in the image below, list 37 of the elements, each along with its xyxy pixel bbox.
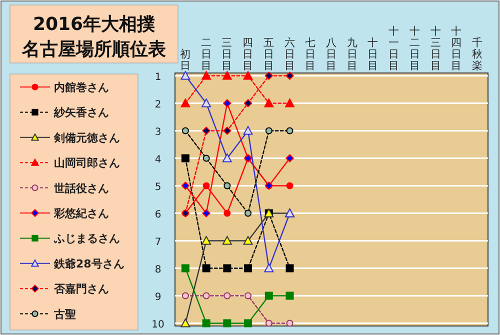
x-tick-label: 五日目 — [263, 37, 274, 72]
y-tick-label: 9 — [154, 292, 162, 303]
y-tick-label: 1 — [154, 72, 162, 83]
y-tick-label: 5 — [154, 182, 162, 193]
x-tick-label: 十四日目 — [451, 24, 462, 72]
x-tick-label: 十一日目 — [388, 24, 400, 72]
x-tick-label: 九日目 — [346, 36, 358, 72]
x-tick-label: 初日 — [180, 48, 191, 72]
y-tick-label: 8 — [154, 264, 162, 276]
chart-subtitle: 名古屋場所順位表 — [21, 39, 166, 60]
x-tick-label: 千秋楽 — [472, 36, 484, 72]
x-tick-label: 七日目 — [305, 36, 316, 72]
y-tick-label: 7 — [154, 236, 162, 248]
legend-label: 内館巻さん — [54, 81, 109, 94]
legend-label: 鉄爺28号さん — [53, 257, 124, 270]
legend-label: 否嘉門さん — [53, 282, 109, 296]
legend-label: 古聖 — [53, 308, 76, 321]
x-tick-label: 二日目 — [200, 37, 212, 72]
x-tick-label: 八日目 — [326, 37, 337, 72]
x-tick-label: 十日目 — [368, 36, 379, 72]
y-tick-label: 3 — [154, 126, 162, 138]
x-tick-label: 四日目 — [242, 37, 254, 72]
y-tick-label: 6 — [154, 209, 162, 220]
legend-label: 彩悠紀さん — [53, 207, 109, 220]
y-tick-label: 4 — [154, 154, 162, 166]
legend-label: 山岡司郎さん — [54, 156, 120, 170]
y-tick-label: 10 — [152, 319, 164, 330]
legend-label: 剣備元徳さん — [53, 131, 120, 144]
legend-label: 世話役さん — [53, 182, 109, 195]
legend-label: 紗矢香さん — [53, 106, 109, 120]
x-tick-label: 十三日目 — [430, 24, 442, 72]
x-tick-label: 六日目 — [284, 36, 296, 72]
y-tick-label: 2 — [154, 99, 162, 110]
x-tick-label: 三日目 — [222, 37, 233, 72]
chart-title: 2016年大相撲 — [32, 14, 156, 35]
x-tick-label: 十二日目 — [409, 24, 420, 72]
legend-label: ふじまるさん — [53, 232, 120, 246]
